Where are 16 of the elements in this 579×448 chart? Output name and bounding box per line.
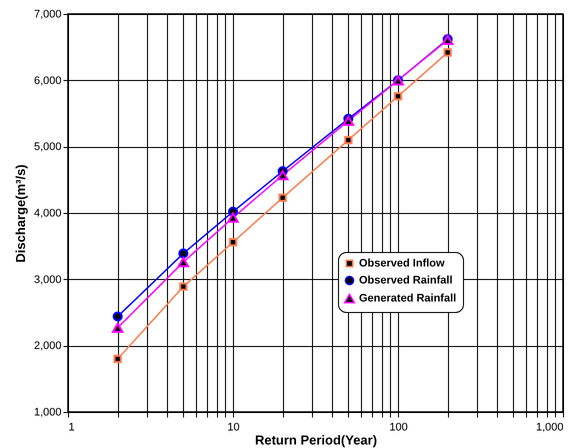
legend-label: Generated Rainfall — [359, 292, 456, 304]
x-axis-title: Return Period(Year) — [254, 432, 378, 448]
y-tick-label: 4,000 — [34, 208, 62, 220]
y-tick-label: 2,000 — [34, 340, 62, 352]
y-tick-label: 7,000 — [34, 8, 62, 20]
y-tick-label: 5,000 — [34, 141, 62, 154]
y-tick-label: 3,000 — [34, 274, 62, 286]
y-axis-title: Discharge(m³/s) — [12, 164, 28, 263]
legend-label: Observed Inflow — [359, 258, 446, 270]
legend-label: Observed Rainfall — [359, 274, 453, 286]
y-tick-label: 6,000 — [34, 74, 62, 87]
x-tick-label: 1 — [68, 422, 75, 434]
y-tick-label: 1,000 — [34, 406, 62, 418]
x-tick-label: 10 — [227, 422, 240, 434]
x-tick-label: 100 — [389, 422, 408, 434]
x-tick-label: 1,000 — [536, 422, 564, 434]
